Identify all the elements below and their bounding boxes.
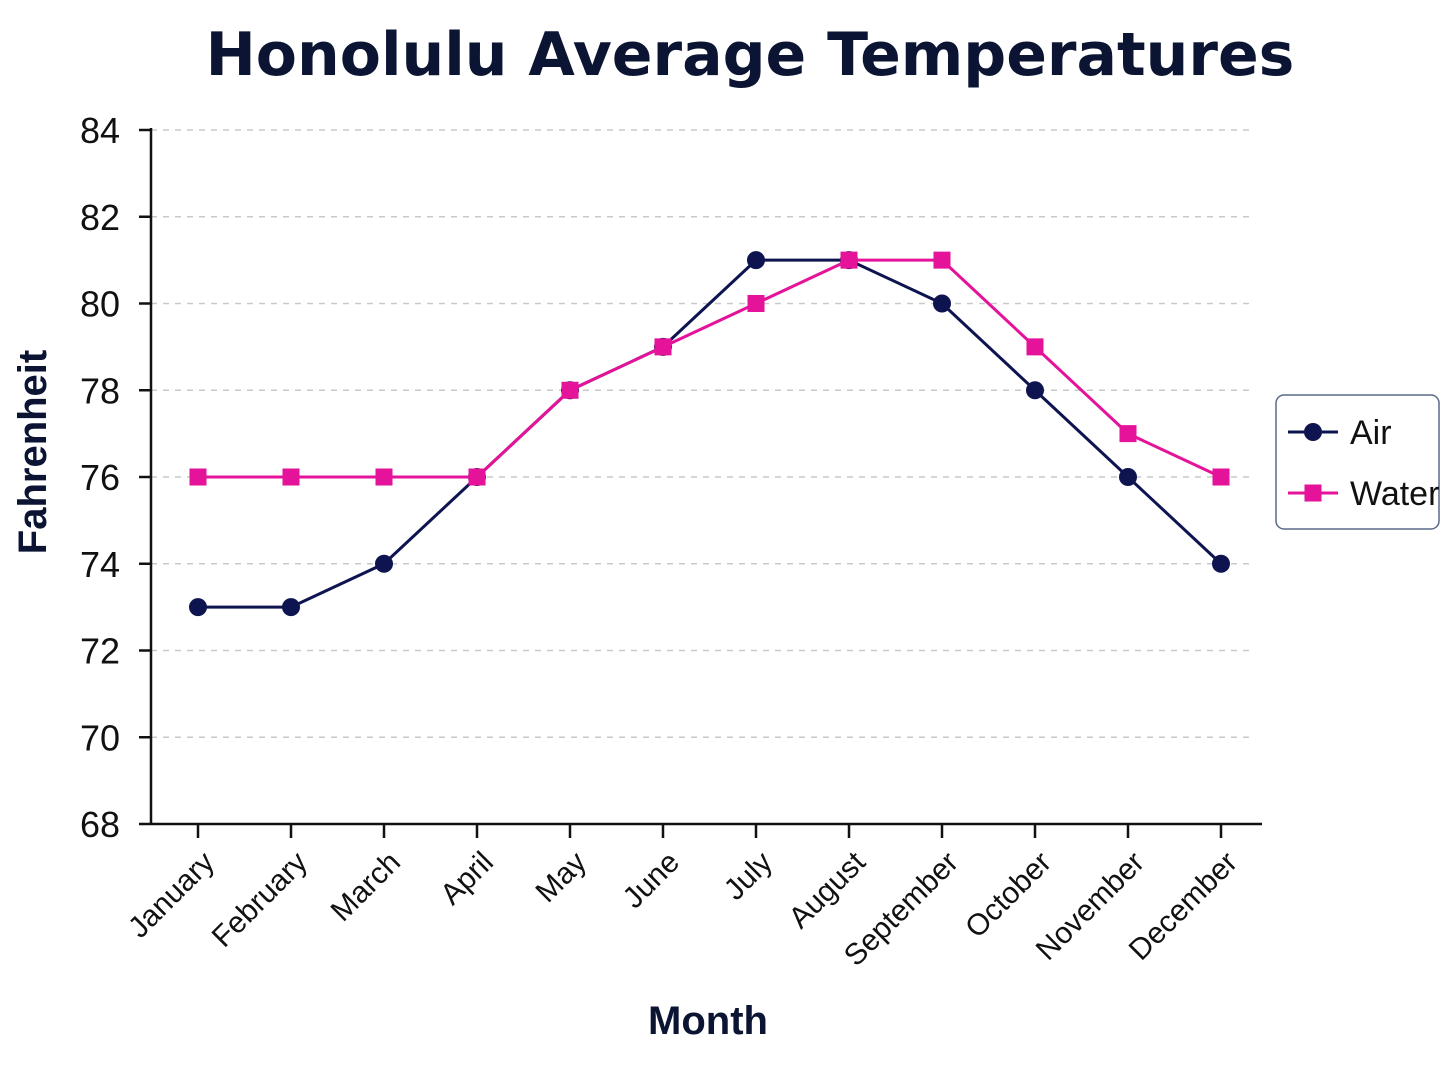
x-tick-label: July <box>718 846 779 907</box>
data-point-air <box>1119 468 1137 486</box>
data-point-air <box>282 598 300 617</box>
series <box>189 251 1230 617</box>
series-water <box>189 251 1230 486</box>
y-axis-title: Fahrenheit <box>11 350 55 554</box>
x-tick-label: February <box>206 846 314 954</box>
data-point-air <box>1026 381 1044 400</box>
data-point-water <box>189 468 207 486</box>
x-tick-label: April <box>434 846 500 912</box>
y-tick-label: 76 <box>80 457 120 498</box>
data-point-air <box>189 598 207 617</box>
data-point-water <box>747 295 765 312</box>
chart-title: Honolulu Average Temperatures <box>206 20 1295 90</box>
y-tick-label: 74 <box>80 544 120 585</box>
y-tick-label: 68 <box>80 804 120 845</box>
y-tick-label: 70 <box>80 717 120 758</box>
data-point-water <box>840 251 858 269</box>
y-tick-label: 78 <box>80 370 120 411</box>
data-point-air <box>375 554 393 573</box>
legend-label-water: Water <box>1350 475 1439 513</box>
data-point-water <box>933 251 951 269</box>
data-point-water <box>654 338 672 356</box>
data-point-water <box>468 468 486 486</box>
legend-marker-water <box>1304 484 1322 502</box>
series-air <box>189 251 1230 617</box>
x-tick-label: May <box>530 846 593 909</box>
data-point-water <box>561 381 579 399</box>
x-tick-label: August <box>783 845 873 935</box>
series-line-water <box>198 258 1222 479</box>
data-point-water <box>282 468 300 486</box>
y-ticks: 68 70 72 74 76 78 80 82 84 <box>80 110 151 845</box>
y-tick-label: 84 <box>80 110 120 151</box>
legend-marker-air <box>1304 423 1322 441</box>
x-tick-label: March <box>325 846 407 928</box>
x-axis-title: Month <box>648 999 768 1043</box>
grid-lines <box>151 129 1252 738</box>
data-point-air <box>933 294 951 313</box>
y-tick-label: 72 <box>80 631 120 672</box>
series-line-air <box>198 258 1223 609</box>
legend: Air Water <box>1275 394 1440 530</box>
y-tick-label: 82 <box>80 197 120 238</box>
data-point-water <box>375 468 393 486</box>
data-point-air <box>747 251 765 270</box>
legend-label-air: Air <box>1350 414 1392 452</box>
data-point-water <box>1119 425 1137 443</box>
data-point-water <box>1026 338 1044 356</box>
data-point-water <box>1212 468 1230 486</box>
legend-items: Air Water <box>1288 414 1439 513</box>
x-tick-label: June <box>617 846 686 915</box>
y-tick-label: 80 <box>80 284 120 325</box>
data-point-air <box>1212 554 1230 573</box>
